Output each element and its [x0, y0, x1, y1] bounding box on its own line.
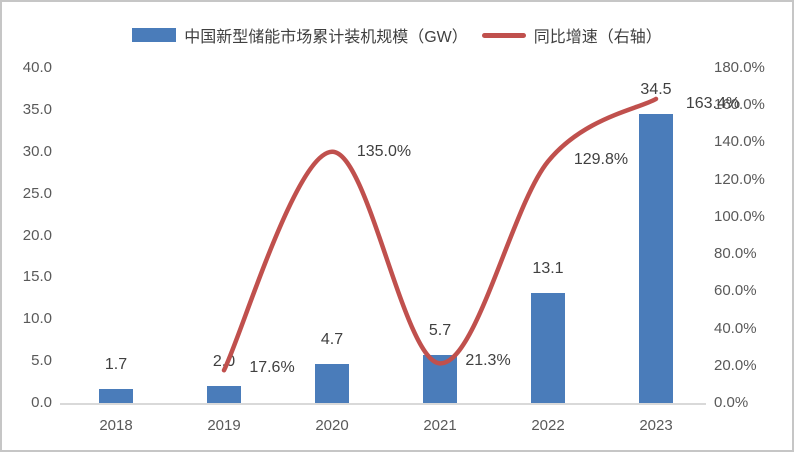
left-axis-tick: 10.0	[22, 310, 52, 328]
x-axis-label-2023: 2023	[639, 417, 673, 434]
bar-series-swatch-icon	[132, 28, 177, 42]
growth-value-label: 21.3%	[465, 352, 511, 370]
bar-value-label: 13.1	[532, 260, 564, 278]
right-axis-tick: 160.0%	[714, 96, 765, 114]
left-axis-tick: 0.0	[31, 394, 52, 411]
legend: 中国新型储能市场累计装机规模（GW） 同比增速（右轴）	[2, 20, 792, 50]
x-axis-label-2020: 2020	[315, 417, 349, 434]
bar-2019	[207, 386, 241, 403]
left-axis-tick: 20.0	[22, 226, 52, 244]
right-axis-tick: 80.0%	[714, 245, 757, 263]
left-axis-tick: 15.0	[22, 268, 52, 286]
right-axis-tick: 140.0%	[714, 133, 765, 151]
x-axis-label-2021: 2021	[423, 417, 457, 434]
x-axis-label-2022: 2022	[531, 417, 565, 434]
legend-item-installed-capacity: 中国新型储能市场累计装机规模（GW）	[132, 23, 468, 47]
left-axis-tick: 25.0	[22, 184, 52, 202]
line-series-swatch-icon	[481, 32, 526, 38]
bar-2022	[531, 293, 565, 403]
growth-value-label: 163.4%	[685, 94, 741, 112]
x-axis-label-2019: 2019	[207, 417, 241, 434]
right-axis-tick: 180.0%	[714, 59, 765, 76]
right-axis-tick: 40.0%	[714, 319, 757, 337]
right-axis-tick: 120.0%	[714, 170, 765, 188]
x-axis-label-2018: 2018	[99, 417, 133, 434]
left-axis-tick: 5.0	[31, 352, 52, 370]
legend-item-growth-rate: 同比增速（右轴）	[481, 23, 662, 47]
left-axis-tick: 30.0	[22, 142, 52, 160]
right-axis-tick: 20.0%	[714, 356, 757, 374]
bar-2023	[639, 114, 673, 403]
bar-value-label: 34.5	[640, 81, 672, 99]
growth-value-label: 129.8%	[573, 151, 629, 169]
x-axis-line	[60, 403, 706, 405]
right-axis-tick: 0.0%	[714, 394, 749, 411]
legend-label-growth-rate: 同比增速（右轴）	[533, 29, 662, 46]
bar-2018	[99, 388, 133, 403]
right-axis-tick: 60.0%	[714, 282, 757, 300]
left-axis-tick: 35.0	[22, 100, 52, 118]
bar-value-label: 4.7	[320, 330, 344, 348]
left-axis-tick: 40.0	[22, 59, 52, 76]
bar-value-label: 5.7	[428, 322, 452, 340]
bar-2020	[315, 363, 349, 403]
growth-value-label: 135.0%	[356, 142, 412, 160]
legend-label-installed-capacity: 中国新型储能市场累计装机规模（GW）	[184, 29, 468, 46]
right-axis-tick: 100.0%	[714, 207, 765, 225]
growth-value-label: 17.6%	[249, 359, 295, 377]
bar-value-label: 1.7	[104, 355, 128, 373]
